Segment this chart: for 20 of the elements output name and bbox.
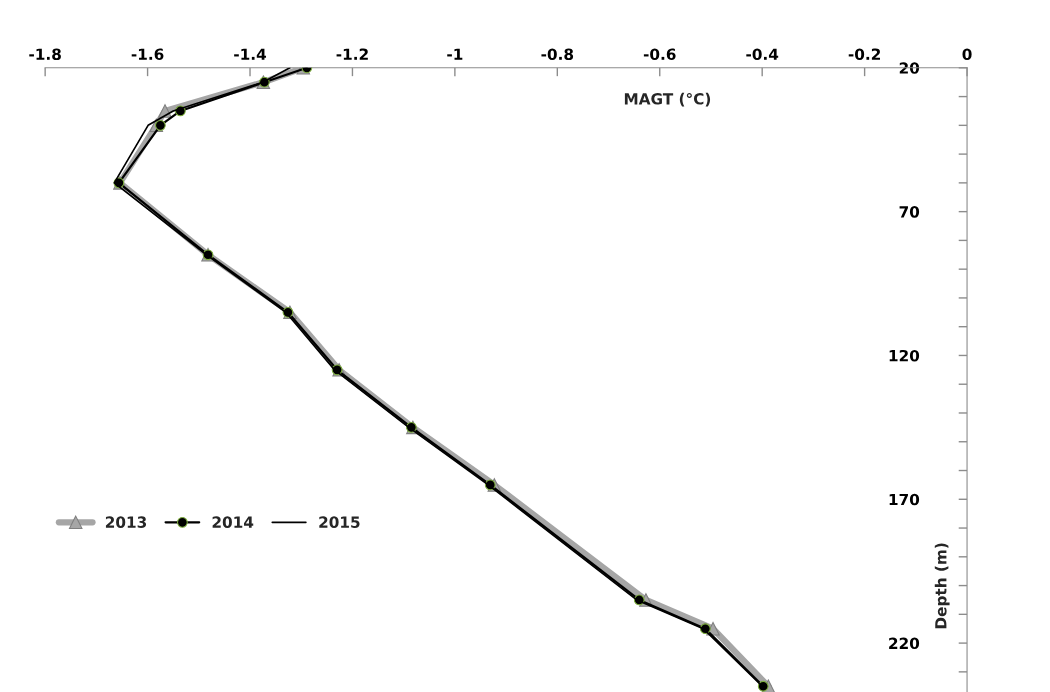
- legend-label: 2015: [319, 516, 360, 528]
- x-tick-label: -1.4: [234, 48, 267, 60]
- y-axis-title: Depth (m): [934, 543, 950, 629]
- y-tick-label: 170: [889, 493, 920, 506]
- y-tick-label: 70: [899, 206, 920, 218]
- y-tick-label: 220: [889, 637, 920, 650]
- legend-label: 2014: [212, 516, 254, 528]
- x-tick-label: -0.6: [643, 48, 676, 60]
- y-tick-label: 20: [899, 62, 920, 74]
- x-tick-label: -0.2: [848, 48, 880, 60]
- y-tick-label: 120: [889, 349, 920, 362]
- x-tick-label: -0.8: [541, 48, 574, 60]
- x-tick-label: -0.4: [746, 48, 779, 60]
- x-tick-label: -1.6: [131, 48, 164, 60]
- legend-label: 2013: [105, 516, 147, 528]
- x-tick-label: -1: [447, 48, 463, 60]
- x-axis-title: MAGT (°C): [624, 92, 711, 107]
- x-tick-label: 0: [962, 48, 972, 60]
- x-tick-label: -1.2: [336, 48, 368, 60]
- x-tick-label: -1.8: [29, 48, 61, 60]
